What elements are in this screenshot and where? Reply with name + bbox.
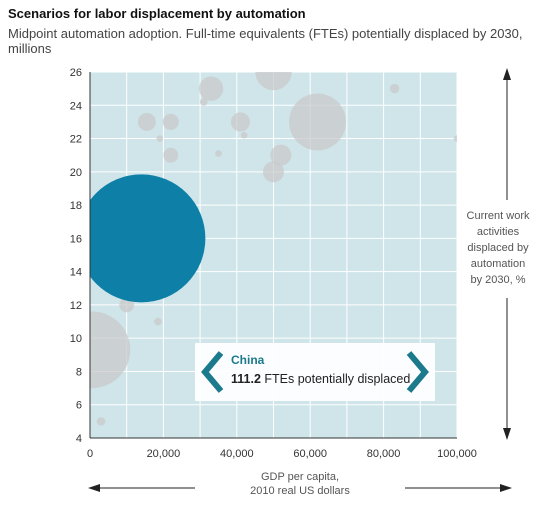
y-tick-label: 4 (76, 433, 82, 445)
y-tick-label: 6 (76, 400, 82, 412)
bubble (90, 311, 131, 389)
chevron-right-icon[interactable] (403, 349, 433, 395)
bubble (163, 147, 179, 163)
bubble (156, 135, 164, 142)
bubble (255, 72, 292, 91)
x-tick-label: 60,000 (293, 448, 327, 460)
gridlines (89, 71, 458, 439)
chevron-left-icon[interactable] (197, 349, 227, 395)
bubble (198, 76, 224, 101)
x-axis-label-line: 2010 real US dollars (250, 485, 350, 497)
country-callout: China 111.2 FTEs potentially displaced (195, 343, 435, 401)
bubble-highlight (90, 174, 206, 303)
bubble (215, 150, 222, 157)
x-tick-label: 80,000 (367, 448, 401, 460)
bubble (453, 135, 457, 142)
callout-value: 111.2 (231, 372, 261, 386)
x-tick-label: 100,000 (437, 448, 477, 460)
y-tick-label: 8 (76, 366, 82, 378)
bubble (389, 83, 400, 94)
x-ticks: 0 20,000 40,000 60,000 80,000 100,000 (87, 448, 477, 460)
bubble (289, 93, 347, 151)
bubble (162, 113, 179, 131)
y-tick-label: 22 (70, 134, 82, 146)
bubble (270, 144, 292, 166)
y-axis-label: Current work activities displaced by aut… (458, 208, 538, 288)
x-tick-label: 0 (87, 448, 93, 460)
bubble (154, 317, 162, 326)
bubbles (90, 72, 457, 426)
y-axis-label-line: automation (470, 258, 526, 270)
y-tick-label: 26 (70, 67, 82, 79)
y-axis-label-line: Current work (466, 210, 530, 222)
y-tick-label: 20 (70, 167, 82, 179)
x-direction-arrow (88, 484, 512, 492)
chart-title: Scenarios for labor displacement by auto… (8, 6, 306, 21)
y-tick-label: 10 (70, 333, 82, 345)
x-tick-label: 20,000 (147, 448, 181, 460)
bubble (230, 112, 251, 132)
bubble (199, 98, 208, 106)
bubble (137, 112, 156, 131)
bubble (96, 417, 106, 426)
y-tick-label: 24 (70, 100, 82, 112)
callout-stat: 111.2 FTEs potentially displaced (231, 372, 410, 386)
callout-country: China (231, 353, 265, 367)
y-axis-label-line: activities (476, 226, 520, 238)
bubble (262, 161, 285, 183)
y-tick-label: 12 (70, 300, 82, 312)
y-direction-arrow (503, 68, 511, 440)
x-axis-label: GDP per capita, 2010 real US dollars (200, 470, 400, 498)
y-tick-label: 18 (70, 200, 82, 212)
bubble (240, 131, 248, 139)
y-axis-label-line: displaced by (467, 242, 529, 254)
y-tick-label: 16 (70, 233, 82, 245)
y-ticks: 4 6 8 10 12 14 16 18 20 22 24 26 (70, 67, 82, 445)
chart-subtitle: Midpoint automation adoption. Full-time … (8, 26, 523, 56)
y-axis-label-line: by 2030, % (470, 274, 526, 286)
x-axis-label-line: GDP per capita, (260, 471, 340, 483)
callout-text: FTEs potentially displaced (264, 372, 411, 386)
x-tick-label: 40,000 (220, 448, 254, 460)
y-tick-label: 14 (70, 267, 82, 279)
